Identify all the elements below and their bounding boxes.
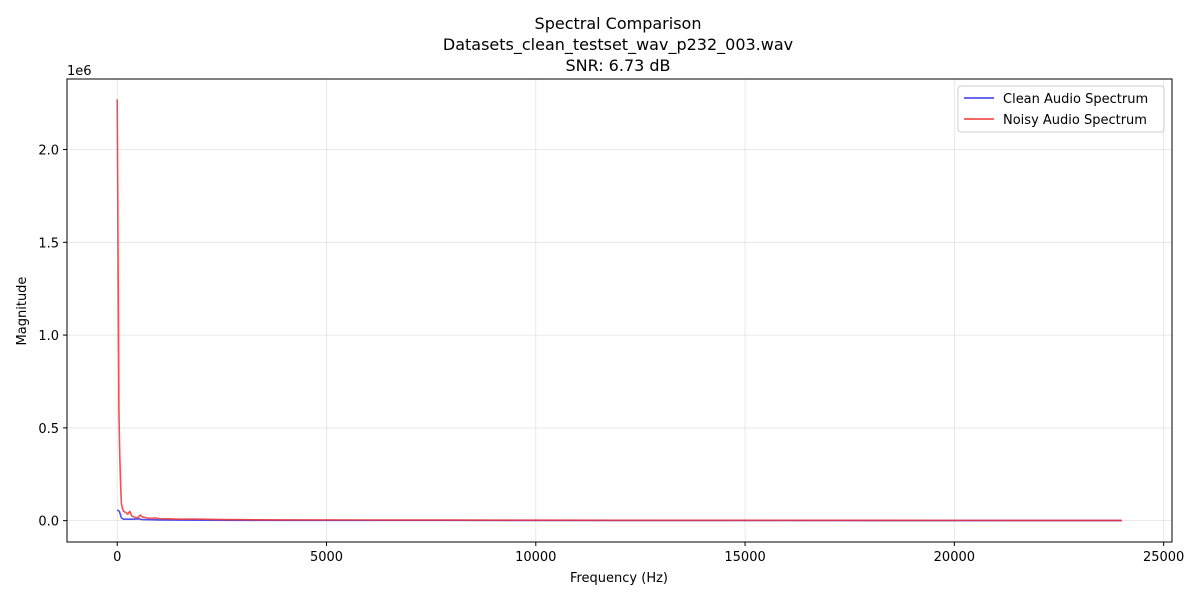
legend-label-noisy: Noisy Audio Spectrum <box>1003 113 1147 128</box>
legend-box <box>957 85 1165 133</box>
chart-title-line-1: Spectral Comparison <box>535 14 702 33</box>
x-tick-label: 25000 <box>1143 550 1184 565</box>
x-tick-label: 5000 <box>310 550 343 565</box>
y-tick-label: 0.0 <box>38 515 59 530</box>
axis-ticks: 0 5000 10000 15000 20000 25000 0.0 0.5 1.0 1.5 2.0 <box>38 144 1184 565</box>
legend: Clean Audio Spectrum Noisy Audio Spectru… <box>957 85 1165 133</box>
y-tick-label: 0.5 <box>38 422 59 437</box>
legend-label-clean: Clean Audio Spectrum <box>1003 92 1148 107</box>
y-tick-label: 2.0 <box>38 144 59 159</box>
x-tick-label: 0 <box>113 550 121 565</box>
y-tick-label: 1.5 <box>38 236 59 251</box>
chart-title-line-2: Datasets_clean_testset_wav_p232_003.wav <box>443 35 793 55</box>
plot-area <box>67 79 1172 542</box>
x-tick-label: 20000 <box>934 550 975 565</box>
series-lines <box>116 99 1122 522</box>
x-axis-label: Frequency (Hz) <box>570 571 668 586</box>
x-tick-label: 10000 <box>515 550 556 565</box>
chart-title-line-3: SNR: 6.73 dB <box>565 56 670 75</box>
series-line-noisy <box>116 99 1122 522</box>
y-tick-label: 1.0 <box>38 329 59 344</box>
x-tick-label: 15000 <box>724 550 765 565</box>
y-axis-label: Magnitude <box>15 277 30 346</box>
y-offset-label: 1e6 <box>67 64 92 79</box>
plot-frame <box>66 78 1173 543</box>
